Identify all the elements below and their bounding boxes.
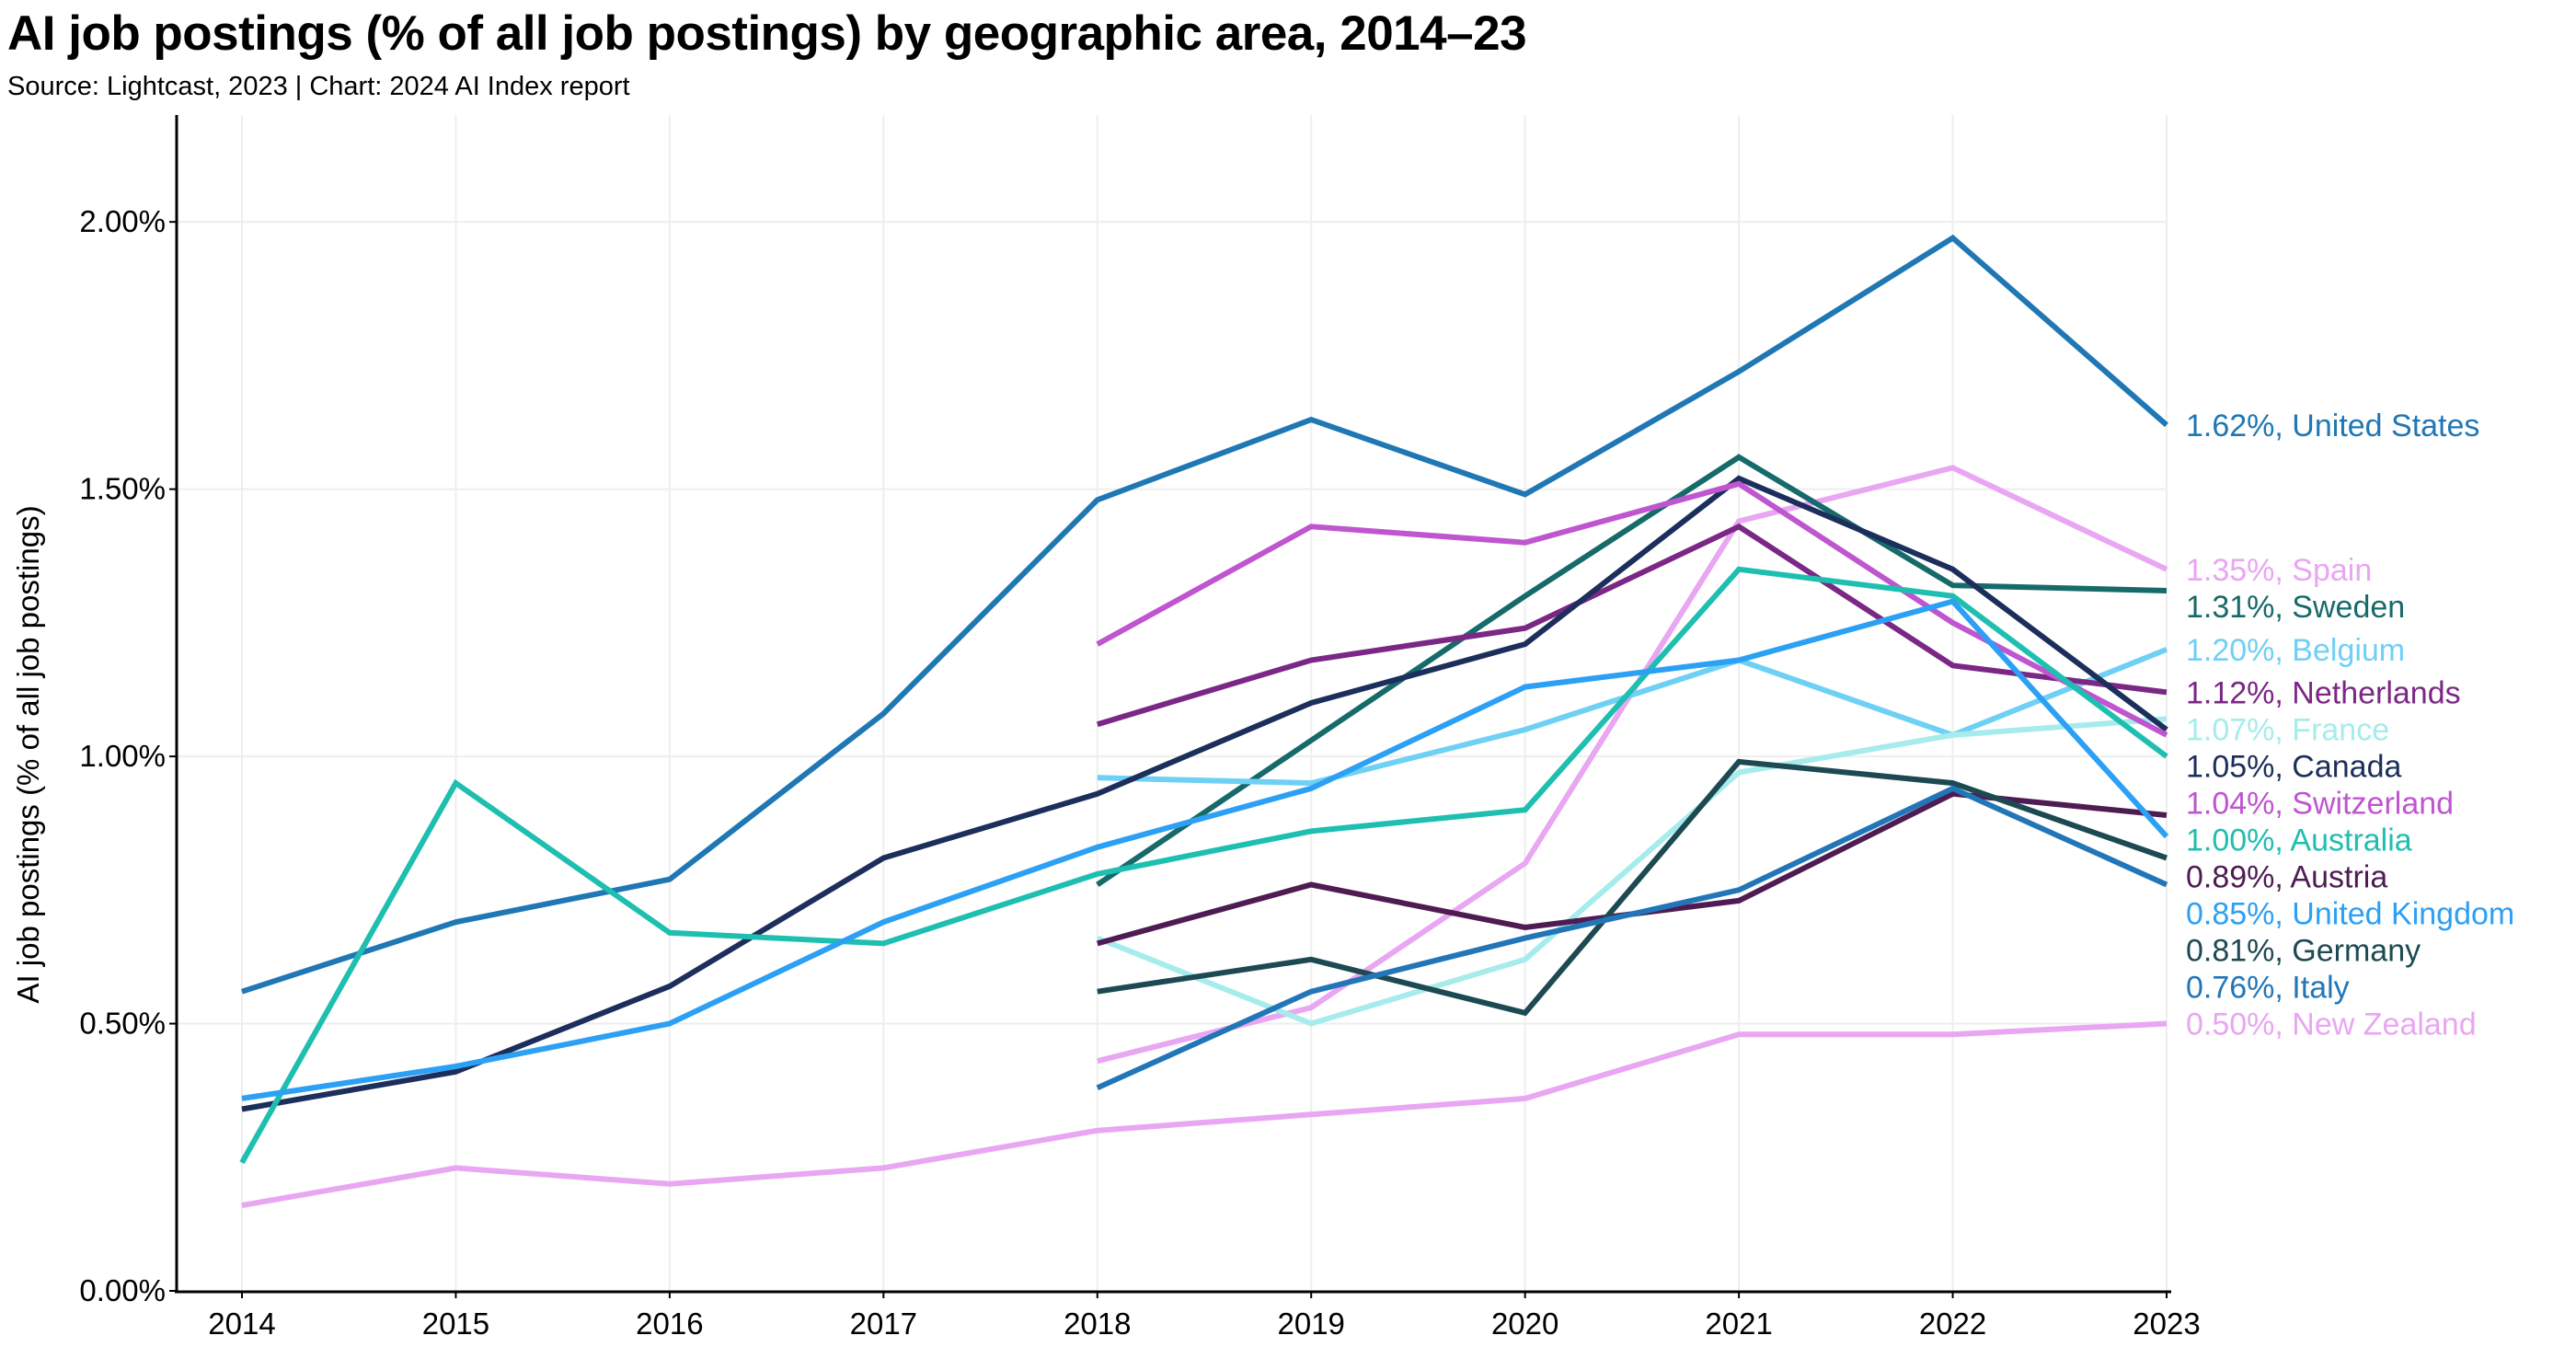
tick-labels: 2014 2015 2016 2017 2018 2019 2020 2021 2022 2023… bbox=[79, 204, 2200, 1341]
series-line-germany bbox=[1097, 758, 2168, 1017]
series-lines bbox=[239, 234, 2169, 1209]
series-line-australia bbox=[239, 566, 2168, 1165]
end-label-france: 1.07%, France bbox=[2186, 712, 2389, 747]
end-label-netherlands: 1.12%, Netherlands bbox=[2186, 675, 2461, 710]
end-label-austria: 0.89%, Austria bbox=[2186, 859, 2387, 894]
x-tick-label: 2022 bbox=[1919, 1307, 1986, 1341]
series-line-canada bbox=[241, 475, 2168, 1112]
x-tick-label: 2017 bbox=[850, 1307, 917, 1341]
axes bbox=[175, 115, 2171, 1294]
end-label-italy: 0.76%, Italy bbox=[2186, 970, 2350, 1005]
end-label-united-kingdom: 0.85%, United Kingdom bbox=[2186, 896, 2514, 931]
y-tick-label: 0.50% bbox=[79, 1007, 166, 1041]
end-label-belgium: 1.20%, Belgium bbox=[2186, 633, 2405, 668]
x-tick-label: 2016 bbox=[636, 1307, 703, 1341]
series-line-new-zealand bbox=[241, 1020, 2168, 1209]
end-label-united-states: 1.62%, United States bbox=[2186, 409, 2479, 443]
end-label-canada: 1.05%, Canada bbox=[2186, 749, 2401, 784]
grid-lines bbox=[177, 115, 2168, 1291]
series-line-sweden bbox=[1096, 454, 2168, 887]
y-tick-label: 0.00% bbox=[79, 1273, 166, 1307]
x-tick-label: 2020 bbox=[1491, 1307, 1558, 1341]
x-tick-label: 2021 bbox=[1705, 1307, 1772, 1341]
y-tick-label: 1.00% bbox=[79, 739, 166, 773]
end-label-australia: 1.00%, Australia bbox=[2186, 823, 2412, 858]
end-label-spain: 1.35%, Spain bbox=[2186, 553, 2372, 588]
x-tick-label: 2014 bbox=[208, 1307, 275, 1341]
x-tick-label: 2023 bbox=[2133, 1307, 2200, 1341]
series-line-belgium bbox=[1097, 647, 2168, 787]
series-line-france bbox=[1096, 716, 2168, 1027]
x-tick-label: 2018 bbox=[1064, 1307, 1131, 1341]
series-line-united-states bbox=[241, 234, 2168, 995]
end-label-germany: 0.81%, Germany bbox=[2186, 933, 2421, 968]
x-tick-label: 2019 bbox=[1278, 1307, 1345, 1341]
x-tick-label: 2015 bbox=[422, 1307, 489, 1341]
y-tick-label: 1.50% bbox=[79, 472, 166, 506]
end-label-switzerland: 1.04%, Switzerland bbox=[2186, 786, 2454, 821]
end-label-new-zealand: 0.50%, New Zealand bbox=[2186, 1007, 2477, 1042]
end-label-sweden: 1.31%, Sweden bbox=[2186, 590, 2405, 625]
series-line-united-kingdom bbox=[241, 598, 2169, 1101]
chart-title: AI job postings (% of all job postings) … bbox=[7, 6, 1527, 61]
y-axis-label: AI job postings (% of all job postings) bbox=[11, 505, 45, 1003]
series-line-italy bbox=[1096, 785, 2168, 1091]
chart-subtitle: Source: Lightcast, 2023 | Chart: 2024 AI… bbox=[7, 72, 630, 101]
series-line-netherlands bbox=[1096, 523, 2168, 728]
y-tick-label: 2.00% bbox=[79, 204, 166, 238]
